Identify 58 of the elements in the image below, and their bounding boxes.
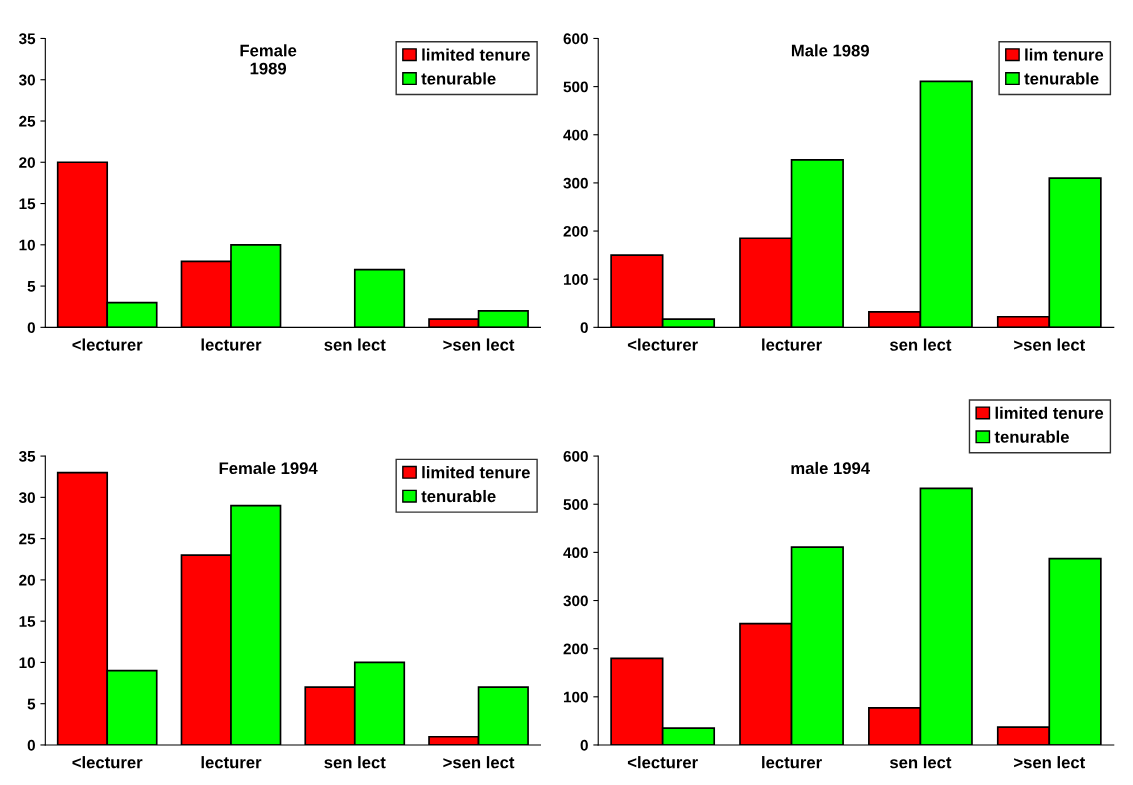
- x-tick-label: <lecturer: [72, 756, 143, 769]
- y-tick-label: 25: [19, 115, 36, 127]
- y-tick-label: 5: [27, 281, 36, 292]
- x-tick-label: sen lect: [889, 338, 952, 351]
- y-tick-label: 100: [563, 274, 588, 285]
- legend-label: tenurable: [994, 430, 1069, 443]
- y-tick-label: 25: [19, 533, 36, 545]
- y-tick-label: 35: [18, 33, 36, 45]
- y-tick-label: 600: [563, 33, 588, 45]
- y-tick-label: 0: [580, 739, 588, 751]
- legend-label: tenurable: [421, 72, 496, 85]
- y-tick-label: 500: [563, 81, 588, 93]
- y-tick-label: 20: [19, 574, 35, 586]
- y-tick-label: 30: [18, 74, 35, 86]
- y-tick-label: 20: [19, 157, 35, 168]
- x-tick-label: lecturer: [762, 338, 822, 351]
- y-tick-label: 35: [18, 450, 36, 462]
- y-tick-label: 30: [18, 492, 35, 504]
- x-tick-label: sen lect: [324, 338, 386, 351]
- y-tick-label: 400: [563, 129, 588, 141]
- y-tick-label: 400: [563, 547, 588, 559]
- y-tick-label: 0: [27, 739, 35, 751]
- x-tick-label: >sen lect: [443, 338, 515, 351]
- y-tick-label: 300: [563, 595, 588, 607]
- text: Female 1989: [240, 44, 297, 75]
- x-tick-label: lecturer: [201, 338, 262, 351]
- legend-label: lim tenure: [1025, 48, 1104, 61]
- x-tick-label: <lecturer: [627, 756, 698, 769]
- legend-label: limited tenure: [422, 48, 530, 61]
- legend-label: tenurable: [421, 489, 496, 503]
- x-tick-label: >sen lect: [1014, 338, 1085, 351]
- y-tick-label: 300: [563, 177, 588, 189]
- x-tick-label: sen lect: [324, 756, 386, 769]
- legend-label: limited tenure: [422, 466, 530, 479]
- x-tick-label: sen lect: [889, 756, 952, 769]
- y-tick-label: 15: [19, 198, 36, 210]
- legend-label: limited tenure: [995, 406, 1104, 419]
- y-tick-label: 0: [580, 322, 588, 334]
- y-tick-label: 0: [27, 322, 35, 334]
- y-tick-label: 600: [563, 450, 588, 462]
- x-tick-label: lecturer: [762, 756, 822, 769]
- y-tick-label: 100: [563, 691, 588, 703]
- x-tick-label: >sen lect: [1014, 756, 1085, 769]
- y-tick-label: 200: [563, 225, 588, 237]
- y-tick-label: 10: [19, 657, 35, 669]
- x-tick-label: lecturer: [201, 756, 262, 769]
- chart-title: Male 1989: [791, 44, 869, 57]
- chart-title: male 1994: [791, 461, 870, 475]
- y-tick-label: 500: [563, 499, 588, 510]
- x-tick-label: <lecturer: [72, 338, 143, 351]
- x-tick-label: <lecturer: [627, 338, 698, 351]
- y-tick-label: 10: [19, 239, 35, 251]
- x-tick-label: >sen lect: [443, 756, 515, 769]
- legend-label: tenurable: [1024, 72, 1099, 85]
- chart-title: Female 1994: [219, 461, 318, 475]
- y-tick-label: 5: [27, 698, 36, 710]
- y-tick-label: 200: [563, 643, 588, 655]
- y-tick-label: 15: [19, 616, 36, 627]
